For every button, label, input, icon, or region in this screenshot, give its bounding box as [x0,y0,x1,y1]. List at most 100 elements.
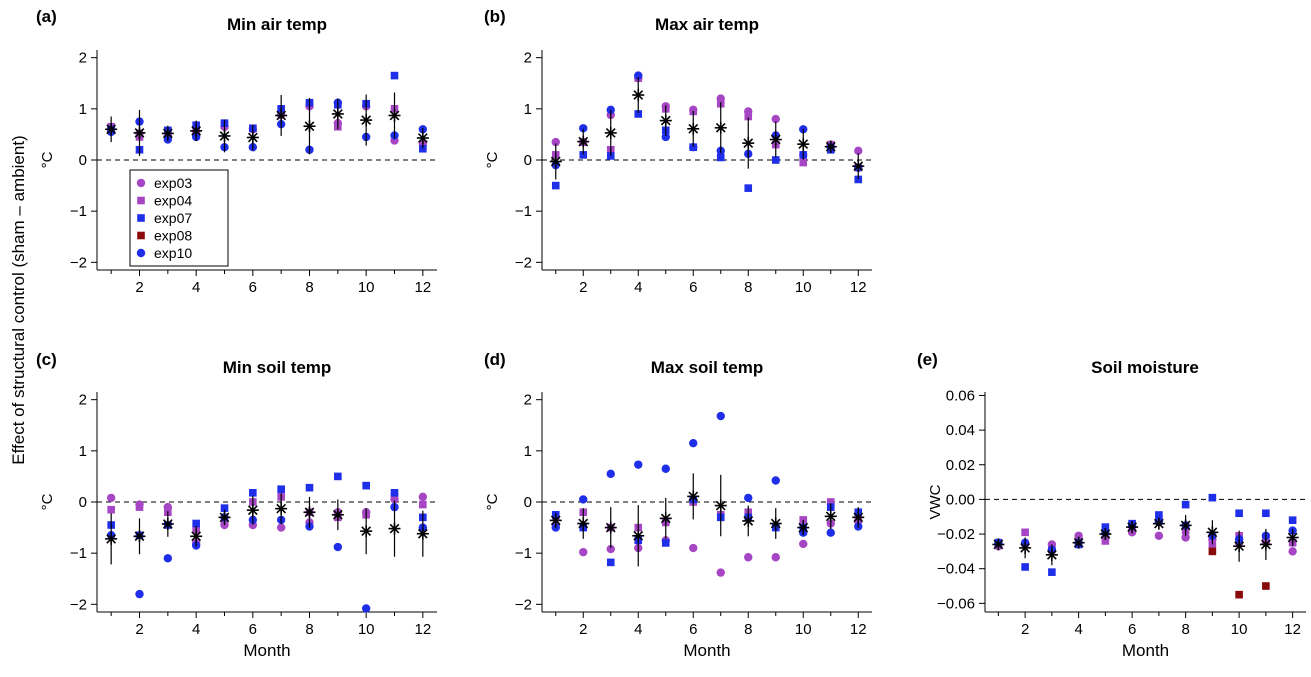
mean-star-stroke [191,531,202,542]
mean-marker [246,504,259,517]
data-point-exp03 [1288,547,1297,556]
y-tick-label: 2 [79,392,87,409]
data-point-exp07 [192,519,200,528]
data-point-exp10 [579,495,588,504]
data-point-exp10 [744,493,753,503]
mean-star-stroke [715,122,726,133]
panel-title: Min soil temp [223,358,332,377]
series-exp10 [551,411,863,537]
data-point-exp04 [390,493,399,501]
x-tick-label: 8 [744,621,752,638]
mean-star-stroke [1046,549,1057,560]
data-point-exp10 [163,554,173,563]
mean-star-stroke [247,132,258,143]
mean-marker [275,502,288,515]
mean-marker [769,517,782,530]
mean-star-stroke [605,522,616,533]
data-point-exp07 [390,71,399,80]
mean-marker [632,89,645,102]
mean-marker [1099,528,1112,541]
y-tick-label: −2 [515,596,532,613]
data-point-exp07 [854,175,863,184]
data-point-exp04 [744,112,753,121]
mean-star-stroke [219,512,230,523]
mean-marker [742,514,755,527]
mean-star-stroke [605,127,616,138]
data-point-exp03 [106,493,116,503]
mean-marker [797,521,810,534]
mean-star-stroke [134,127,145,138]
mean-marker [604,521,617,534]
y-tick-label: −2 [70,596,87,613]
mean-star-stroke [660,115,671,126]
data-point-exp10 [579,124,588,133]
mean-star-stroke [1153,518,1164,529]
y-tick-label: −2 [515,254,532,271]
mean-star-stroke [770,518,781,529]
mean-marker [769,133,782,146]
data-point-exp04 [135,503,144,511]
data-point-exp07 [390,488,399,497]
mean-star-stroke [332,109,343,119]
data-point-exp07 [362,481,370,490]
legend-label-exp07: exp07 [154,210,192,226]
data-point-exp10 [661,464,670,473]
mean-star-stroke [825,141,836,152]
data-point-exp07 [1021,563,1029,571]
mean-marker [303,120,316,133]
mean-star-stroke [825,511,836,522]
mean-marker [218,129,231,142]
data-point-exp10 [333,542,343,552]
mean-star-stroke [1180,520,1191,531]
x-tick-label: 10 [795,279,812,296]
mean-star-stroke [1260,539,1271,550]
panel-title: Soil moisture [1091,358,1199,377]
x-tick-label: 12 [1284,621,1301,638]
y-tick-label: 0.02 [946,457,975,474]
data-point-exp10 [826,528,835,537]
data-point-exp07 [661,539,670,547]
mean-star-stroke [191,125,202,136]
data-point-exp07 [1048,568,1056,576]
mean-marker [577,135,590,148]
panel-title: Max air temp [655,15,759,34]
legend-marker-exp07 [137,214,145,222]
mean-marker [105,532,118,545]
mean-marker [604,126,617,139]
mean-star-stroke [578,136,589,147]
data-point-exp10 [689,143,698,152]
y-tick-label: 1 [79,443,87,460]
data-point-exp08 [1235,590,1243,599]
mean-star-stroke [332,509,343,520]
mean-marker [416,132,429,144]
y-axis-label: °C [484,493,501,510]
mean-star-stroke [106,124,117,135]
data-point-exp07 [277,485,285,494]
mean-star-stroke [1207,527,1218,538]
panel-letter: (d) [484,350,506,369]
data-point-exp10 [361,604,371,613]
shared-y-axis-label: Effect of structural control (sham – amb… [9,135,28,465]
mean-marker [1206,526,1219,539]
data-point-exp07 [1181,500,1190,509]
mean-star-stroke [1020,543,1031,553]
mean-star-stroke [417,528,428,539]
y-tick-label: 0 [79,494,87,511]
y-axis-label: VWC [927,484,944,519]
mean-star-stroke [578,518,589,529]
mean-marker [303,506,316,519]
mean-star-stroke [1100,529,1111,539]
y-tick-label: −1 [515,203,532,220]
mean-star-stroke [1287,532,1298,543]
mean-star-stroke [688,491,699,502]
mean-star-stroke [417,133,428,143]
data-point-exp04 [826,498,835,506]
x-tick-label: 4 [634,621,642,638]
x-tick-label: 2 [579,621,587,638]
mean-star-stroke [853,512,864,523]
mean-marker [218,511,231,524]
data-point-exp07 [551,181,560,190]
y-tick-label: −1 [70,545,87,562]
